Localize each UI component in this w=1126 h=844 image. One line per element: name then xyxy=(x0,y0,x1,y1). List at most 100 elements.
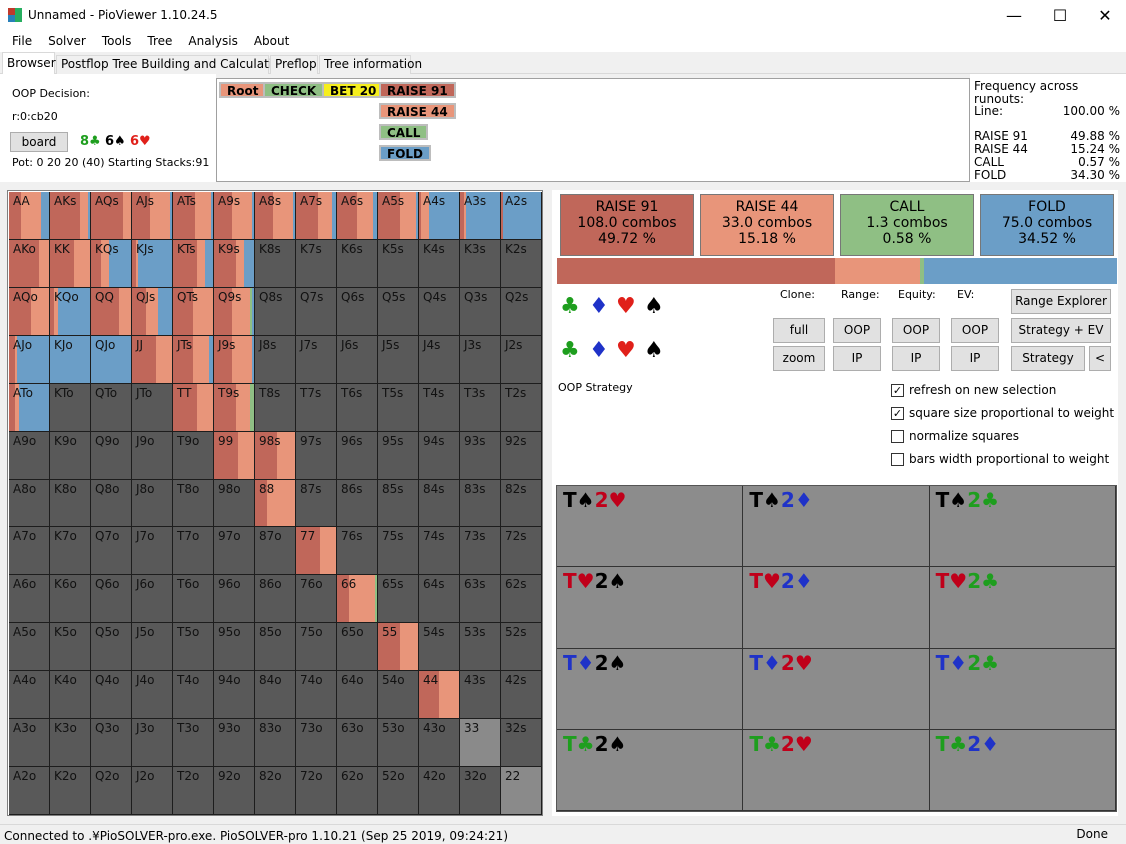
hand-cell[interactable]: Q9o xyxy=(91,431,132,480)
range-ip-button[interactable]: IP xyxy=(833,346,881,371)
hand-cell[interactable]: J5o xyxy=(132,623,173,672)
action-summary-fold[interactable]: FOLD 75.0 combos 34.52 % xyxy=(980,194,1114,256)
hand-cell[interactable]: 65o xyxy=(337,623,378,672)
hand-cell[interactable]: Q9s xyxy=(214,287,255,336)
menu-solver[interactable]: Solver xyxy=(48,34,86,48)
hand-cell[interactable]: T5s xyxy=(378,383,419,432)
hand-cell[interactable]: 87o xyxy=(255,527,296,576)
hand-cell[interactable]: T5o xyxy=(173,623,214,672)
hand-cell[interactable]: A8o xyxy=(9,479,50,528)
hand-cell[interactable]: 53o xyxy=(378,719,419,768)
hand-cell[interactable]: Q4s xyxy=(419,287,460,336)
hand-cell[interactable]: 74o xyxy=(296,671,337,720)
node-bet-20[interactable]: BET 20 xyxy=(322,82,385,98)
hand-cell[interactable]: JJ xyxy=(132,335,173,384)
hand-cell[interactable]: KJs xyxy=(132,239,173,288)
hand-cell[interactable]: QTs xyxy=(173,287,214,336)
hand-cell[interactable]: T4s xyxy=(419,383,460,432)
hand-cell[interactable]: J3s xyxy=(460,335,501,384)
node-root[interactable]: Root xyxy=(219,82,267,98)
hand-cell[interactable]: K4o xyxy=(50,671,91,720)
hand-cell[interactable]: 97o xyxy=(214,527,255,576)
combo-cell[interactable]: T♦2♣ xyxy=(929,648,1116,730)
hand-cell[interactable]: 63s xyxy=(460,575,501,624)
hand-cell[interactable]: J3o xyxy=(132,719,173,768)
hand-cell[interactable]: KTo xyxy=(50,383,91,432)
hand-cell[interactable]: 85o xyxy=(255,623,296,672)
hand-cell[interactable]: 73o xyxy=(296,719,337,768)
hand-cell[interactable]: 42o xyxy=(419,767,460,815)
hand-cell[interactable]: 76o xyxy=(296,575,337,624)
hand-cell[interactable]: 33 xyxy=(460,719,501,768)
hand-cell[interactable]: J7o xyxy=(132,527,173,576)
combo-cell[interactable]: T♠2♣ xyxy=(929,486,1116,568)
hand-cell[interactable]: JTs xyxy=(173,335,214,384)
maximize-button[interactable]: ☐ xyxy=(1052,5,1068,25)
menu-about[interactable]: About xyxy=(253,34,290,48)
hand-cell[interactable]: J6s xyxy=(337,335,378,384)
hand-cell[interactable]: K9s xyxy=(214,239,255,288)
combo-cell[interactable]: T♣2♦ xyxy=(929,729,1116,811)
hand-cell[interactable]: 96s xyxy=(337,431,378,480)
hand-cell[interactable]: TT xyxy=(173,383,214,432)
collapse-button[interactable]: < xyxy=(1089,346,1111,371)
hand-cell[interactable]: J7s xyxy=(296,335,337,384)
menu-analysis[interactable]: Analysis xyxy=(188,34,238,48)
hand-cell[interactable]: AKo xyxy=(9,239,50,288)
hand-cell[interactable]: 43s xyxy=(460,671,501,720)
hand-cell[interactable]: 54o xyxy=(378,671,419,720)
heart-filter-icon[interactable]: ♥ xyxy=(616,294,636,319)
hand-cell[interactable]: J4o xyxy=(132,671,173,720)
hand-cell[interactable]: 44 xyxy=(419,671,460,720)
hand-cell[interactable]: T8o xyxy=(173,479,214,528)
hand-cell[interactable]: A5o xyxy=(9,623,50,672)
hand-cell[interactable]: Q3o xyxy=(91,719,132,768)
hand-cell[interactable]: T2o xyxy=(173,767,214,815)
range-explorer-button[interactable]: Range Explorer xyxy=(1011,289,1111,314)
hand-cell[interactable]: 92o xyxy=(214,767,255,815)
hand-cell[interactable]: A9o xyxy=(9,431,50,480)
combo-cell[interactable]: T♣2♥ xyxy=(743,729,930,811)
hand-cell[interactable]: Q5o xyxy=(91,623,132,672)
hand-cell[interactable]: 82o xyxy=(255,767,296,815)
hand-cell[interactable]: A5s xyxy=(378,192,419,240)
hand-cell[interactable]: J9s xyxy=(214,335,255,384)
hand-cell[interactable]: K6o xyxy=(50,575,91,624)
hand-cell[interactable]: Q3s xyxy=(460,287,501,336)
hand-cell[interactable]: 83s xyxy=(460,479,501,528)
hand-cell[interactable]: AQo xyxy=(9,287,50,336)
hand-cell[interactable]: 32s xyxy=(501,719,542,768)
combo-cell[interactable]: T♠2♥ xyxy=(557,486,744,568)
normalize-squares-checkbox[interactable]: normalize squares xyxy=(891,429,1019,443)
hand-cell[interactable]: AQs xyxy=(91,192,132,240)
hand-cell[interactable]: T2s xyxy=(501,383,542,432)
hand-cell[interactable]: Q5s xyxy=(378,287,419,336)
square-size-checkbox[interactable]: ✓ square size proportional to weight xyxy=(891,406,1115,420)
hand-cell[interactable]: 93s xyxy=(460,431,501,480)
hand-cell[interactable]: K4s xyxy=(419,239,460,288)
hand-cell[interactable]: 76s xyxy=(337,527,378,576)
tab-postflop[interactable]: Postflop Tree Building and Calculations xyxy=(56,55,293,74)
hand-cell[interactable]: Q8o xyxy=(91,479,132,528)
hand-cell[interactable]: A2s xyxy=(501,192,542,240)
hand-cell[interactable]: K2s xyxy=(501,239,542,288)
hand-cell[interactable]: JTo xyxy=(132,383,173,432)
hand-cell[interactable]: 93o xyxy=(214,719,255,768)
hand-cell[interactable]: A4s xyxy=(419,192,460,240)
hand-cell[interactable]: J5s xyxy=(378,335,419,384)
node-fold[interactable]: FOLD xyxy=(379,145,432,161)
hand-cell[interactable]: A4o xyxy=(9,671,50,720)
clone-full-button[interactable]: full xyxy=(773,318,825,343)
node-call[interactable]: CALL xyxy=(379,124,429,140)
hand-cell[interactable]: 72o xyxy=(296,767,337,815)
refresh-on-selection-checkbox[interactable]: ✓ refresh on new selection xyxy=(891,383,1057,397)
hand-cell[interactable]: Q8s xyxy=(255,287,296,336)
equity-oop-button[interactable]: OOP xyxy=(892,318,940,343)
ev-ip-button[interactable]: IP xyxy=(951,346,999,371)
hand-cell[interactable]: 62o xyxy=(337,767,378,815)
board-button[interactable]: board xyxy=(10,132,68,152)
combo-cell[interactable]: T♣2♠ xyxy=(557,729,744,811)
hand-cell[interactable]: 62s xyxy=(501,575,542,624)
hand-cell[interactable]: 75s xyxy=(378,527,419,576)
hand-cell[interactable]: 84o xyxy=(255,671,296,720)
